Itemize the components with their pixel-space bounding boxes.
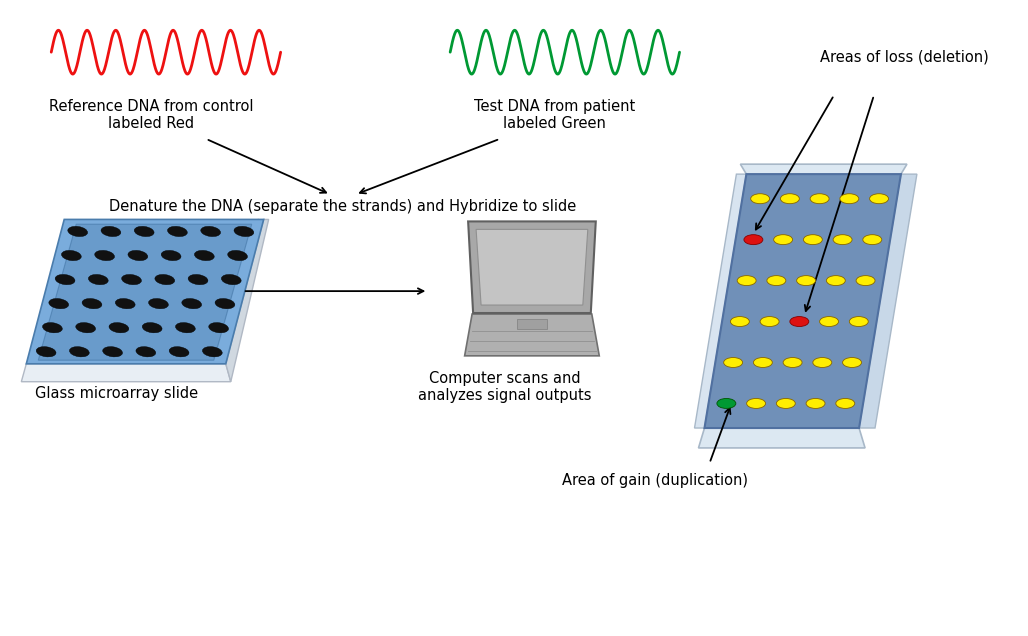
Ellipse shape <box>188 275 208 285</box>
Polygon shape <box>704 174 901 428</box>
Ellipse shape <box>88 275 108 285</box>
Polygon shape <box>859 174 917 428</box>
Polygon shape <box>698 428 865 448</box>
Ellipse shape <box>70 347 89 357</box>
Ellipse shape <box>234 226 254 237</box>
Ellipse shape <box>168 226 187 237</box>
Ellipse shape <box>774 235 793 245</box>
Polygon shape <box>695 174 746 428</box>
Ellipse shape <box>42 322 63 333</box>
Ellipse shape <box>142 322 162 333</box>
Text: Reference DNA from control
labeled Red: Reference DNA from control labeled Red <box>48 99 253 132</box>
Ellipse shape <box>161 251 181 261</box>
Ellipse shape <box>833 235 852 245</box>
Ellipse shape <box>780 194 800 204</box>
Ellipse shape <box>209 322 228 333</box>
Ellipse shape <box>724 357 742 368</box>
Ellipse shape <box>109 322 128 333</box>
Ellipse shape <box>856 275 875 286</box>
Ellipse shape <box>819 317 839 326</box>
Ellipse shape <box>200 226 221 237</box>
Polygon shape <box>22 364 230 382</box>
Text: Glass microarray slide: Glass microarray slide <box>35 385 197 401</box>
Ellipse shape <box>95 251 114 261</box>
Ellipse shape <box>737 275 757 286</box>
Ellipse shape <box>121 275 142 285</box>
Bar <box>517 319 547 329</box>
Polygon shape <box>468 221 596 313</box>
Ellipse shape <box>843 357 861 368</box>
Polygon shape <box>476 230 588 305</box>
Ellipse shape <box>176 322 195 333</box>
Polygon shape <box>38 225 252 360</box>
Ellipse shape <box>203 347 222 357</box>
Ellipse shape <box>870 194 888 204</box>
Ellipse shape <box>813 357 832 368</box>
Ellipse shape <box>36 347 56 357</box>
Ellipse shape <box>750 194 770 204</box>
Ellipse shape <box>803 235 822 245</box>
Ellipse shape <box>155 275 175 285</box>
Ellipse shape <box>767 275 785 286</box>
Ellipse shape <box>103 347 122 357</box>
Ellipse shape <box>776 399 796 408</box>
Ellipse shape <box>836 399 854 408</box>
Ellipse shape <box>806 399 825 408</box>
Ellipse shape <box>136 347 155 357</box>
Ellipse shape <box>227 251 248 261</box>
Ellipse shape <box>744 235 763 245</box>
Ellipse shape <box>82 298 102 308</box>
Ellipse shape <box>760 317 779 326</box>
Polygon shape <box>740 164 907 174</box>
Ellipse shape <box>840 194 858 204</box>
Ellipse shape <box>76 322 96 333</box>
Ellipse shape <box>115 298 135 308</box>
Ellipse shape <box>194 251 214 261</box>
Ellipse shape <box>221 275 242 285</box>
Ellipse shape <box>810 194 829 204</box>
Ellipse shape <box>68 226 87 237</box>
Ellipse shape <box>101 226 121 237</box>
Ellipse shape <box>717 399 736 408</box>
Ellipse shape <box>215 298 234 308</box>
Polygon shape <box>465 314 599 356</box>
Ellipse shape <box>127 251 148 261</box>
Ellipse shape <box>56 275 75 285</box>
Ellipse shape <box>754 357 772 368</box>
Polygon shape <box>226 219 268 382</box>
Ellipse shape <box>49 298 69 308</box>
Ellipse shape <box>783 357 802 368</box>
Ellipse shape <box>170 347 189 357</box>
Ellipse shape <box>849 317 869 326</box>
Ellipse shape <box>746 399 766 408</box>
Ellipse shape <box>62 251 81 261</box>
Text: Area of gain (duplication): Area of gain (duplication) <box>561 473 747 488</box>
Text: Test DNA from patient
labeled Green: Test DNA from patient labeled Green <box>474 99 635 132</box>
Text: Denature the DNA (separate the strands) and Hybridize to slide: Denature the DNA (separate the strands) … <box>109 198 576 214</box>
Ellipse shape <box>149 298 169 308</box>
Polygon shape <box>27 219 263 364</box>
Ellipse shape <box>182 298 201 308</box>
Ellipse shape <box>827 275 845 286</box>
Text: Computer scans and
analyzes signal outputs: Computer scans and analyzes signal outpu… <box>418 371 592 403</box>
Ellipse shape <box>790 317 809 326</box>
Ellipse shape <box>135 226 154 237</box>
Ellipse shape <box>862 235 882 245</box>
Ellipse shape <box>797 275 815 286</box>
Ellipse shape <box>731 317 749 326</box>
Text: Areas of loss (deletion): Areas of loss (deletion) <box>819 49 988 64</box>
